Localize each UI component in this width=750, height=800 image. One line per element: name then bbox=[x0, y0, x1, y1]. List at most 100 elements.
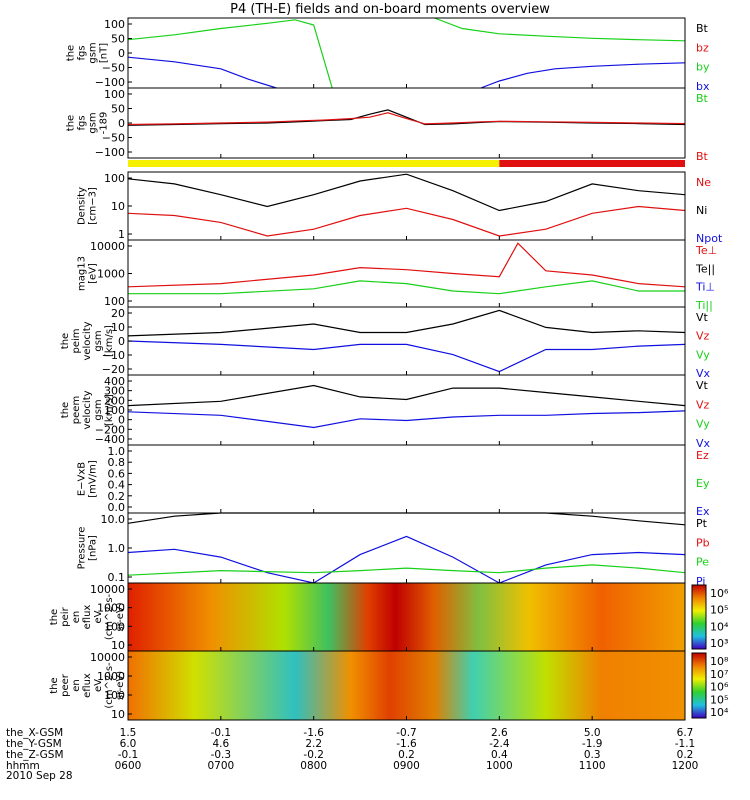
colorbar-tick-label: 10⁵ bbox=[710, 604, 728, 617]
y-tick-label: 1 bbox=[118, 228, 125, 241]
legend-entry-Pt: Pt bbox=[696, 517, 708, 530]
panel-frame bbox=[127, 306, 686, 376]
y-tick-label: −200 bbox=[95, 423, 125, 436]
y-tick-label: 100 bbox=[104, 88, 125, 101]
heatmap-image bbox=[128, 651, 685, 720]
footer-row-label: hhmm bbox=[6, 760, 40, 772]
footer-row-value: 1000 bbox=[486, 760, 513, 772]
y-tick-label: −50 bbox=[102, 62, 125, 75]
legend-entry-Ne: Ne bbox=[696, 176, 711, 189]
y-tick-label: 50 bbox=[111, 33, 125, 46]
y-tick-label: 100 bbox=[104, 620, 125, 633]
footer-row-value: 0800 bbox=[300, 760, 327, 772]
y-tick-label: −100 bbox=[95, 76, 125, 89]
date-label: 2010 Sep 28 bbox=[6, 770, 73, 782]
series-line-bx bbox=[480, 62, 686, 89]
y-tick-label: 400 bbox=[104, 375, 125, 388]
status-bar-yellow bbox=[128, 160, 500, 167]
legend-entry-Vx: Vx bbox=[696, 367, 711, 380]
legend-entry-Pi: Pi bbox=[696, 575, 705, 588]
legend-entry-Ni: Ni bbox=[696, 204, 707, 217]
series-line-Ni bbox=[127, 173, 686, 212]
y-tick-label: 100 bbox=[104, 18, 125, 31]
panel-1: 100 500 −50−100 the fgs gsm [nT] Bt bz by bx bbox=[66, 17, 710, 93]
legend-entry-Vx: Vx bbox=[696, 437, 711, 450]
footer-row-value: 6.7 bbox=[677, 727, 694, 739]
y-tick-label: 0.1 bbox=[108, 571, 126, 584]
panel-frame bbox=[127, 444, 686, 514]
status-bar-red bbox=[499, 160, 685, 167]
legend-entry-Bt: Bt bbox=[696, 92, 709, 105]
footer-row-value: -0.1 bbox=[211, 727, 232, 739]
panel-2: 100 500 −50−100 the fgs gsm -189 Bt Bt bbox=[66, 87, 709, 167]
series-line-Ti|| bbox=[128, 280, 685, 295]
footer-row-value: 4.6 bbox=[212, 738, 229, 750]
y-tick-label: 0.6 bbox=[108, 467, 126, 480]
y-axis-label-line: en bbox=[71, 679, 82, 692]
footer-row-value: -1.9 bbox=[582, 738, 603, 750]
legend-entry-bz: bz bbox=[696, 41, 709, 54]
y-axis-label-line: fgs bbox=[77, 45, 88, 60]
y-tick-label: 10 bbox=[111, 200, 125, 213]
y-tick-label: 10000 bbox=[90, 240, 125, 253]
footer-row-value: -0.3 bbox=[211, 749, 232, 761]
y-tick-label: 1000 bbox=[97, 670, 125, 683]
colorbar-tick-label: 10³ bbox=[710, 637, 728, 650]
y-axis-label-line: [eV] bbox=[88, 263, 99, 284]
series-line-Pe bbox=[127, 564, 686, 576]
y-axis-label-line: velocity bbox=[82, 321, 93, 360]
footer-row-value: -1.1 bbox=[675, 738, 696, 750]
footer-row-value: 1.5 bbox=[120, 727, 137, 739]
y-tick-label: 0.4 bbox=[108, 479, 126, 492]
y-axis-label-line: the bbox=[60, 333, 71, 349]
y-axis-label-line: peem bbox=[71, 396, 82, 424]
series-line-Pi bbox=[127, 535, 686, 584]
legend-entry-Vy: Vy bbox=[696, 418, 710, 431]
panel-4: 10000 1000 100 mag13 [eV] Te⊥ Te|| Ti⊥ Ti|| bbox=[77, 239, 717, 312]
y-tick-label: 1.0 bbox=[108, 542, 126, 555]
footer-row-value: -0.7 bbox=[396, 727, 417, 739]
series-line-by bbox=[127, 19, 333, 89]
y-axis-label-line: eflux bbox=[82, 673, 93, 698]
heatmap-image bbox=[128, 583, 685, 651]
footer-row-value: -0.1 bbox=[118, 749, 139, 761]
legend-entry-Bt: Bt bbox=[696, 150, 709, 163]
y-tick-label: 10000 bbox=[90, 651, 125, 664]
y-axis-label-line: eV bbox=[93, 610, 104, 623]
figure-title: P4 (TH-E) fields and on-board moments ov… bbox=[230, 2, 550, 17]
legend-entry-Te||: Te|| bbox=[695, 262, 715, 275]
y-axis-label-line: eV bbox=[93, 679, 104, 692]
footer-row-value: -1.6 bbox=[396, 738, 417, 750]
y-axis-label-line: peer bbox=[60, 673, 71, 697]
legend-entry-Ez: Ez bbox=[696, 449, 709, 462]
y-axis-label-line: peim bbox=[71, 328, 82, 353]
y-tick-label: 0.0 bbox=[108, 501, 126, 514]
y-axis-label-line: gsm bbox=[93, 399, 104, 420]
legend-entry-Vz: Vz bbox=[696, 398, 710, 411]
footer-row-value: 0.2 bbox=[677, 749, 694, 761]
colorbar bbox=[691, 652, 707, 719]
y-axis-label-line: [nPa] bbox=[88, 535, 99, 561]
series-line-Vx bbox=[127, 340, 686, 373]
y-tick-label: 20 bbox=[111, 307, 125, 320]
colorbar-tick-label: 10⁸ bbox=[710, 655, 729, 668]
series-line-Ne bbox=[127, 205, 686, 237]
orbit-footer: 2010 Sep 28 the_X-GSM 1.5 -0.1 -1.6 -0.7 2.6 5… bbox=[6, 727, 698, 782]
y-axis-label-line: gsm bbox=[88, 42, 99, 63]
footer-row-value: 0.3 bbox=[584, 749, 601, 761]
legend-entry-Ti⊥: Ti⊥ bbox=[695, 281, 715, 294]
panel-frame bbox=[127, 239, 686, 308]
footer-row-value: -1.6 bbox=[303, 727, 324, 739]
y-tick-label: 100 bbox=[104, 295, 125, 308]
y-axis-label-line: [nT] bbox=[99, 43, 110, 63]
panel-8: 10.0 1.0 0.1 Pressure [nPa] Pt Pb Pe Pi bbox=[77, 512, 710, 588]
legend-entry-Pb: Pb bbox=[696, 536, 710, 549]
y-axis-label-line: (cm^2-s- bbox=[104, 593, 115, 640]
series-line-Pt bbox=[127, 512, 686, 526]
y-tick-label: 0 bbox=[118, 335, 125, 348]
y-tick-label: 10 bbox=[111, 708, 125, 721]
legend-entry-Ey: Ey bbox=[696, 477, 710, 490]
y-axis-label-line: gsm bbox=[88, 112, 99, 133]
footer-row-value: -2.4 bbox=[489, 738, 510, 750]
